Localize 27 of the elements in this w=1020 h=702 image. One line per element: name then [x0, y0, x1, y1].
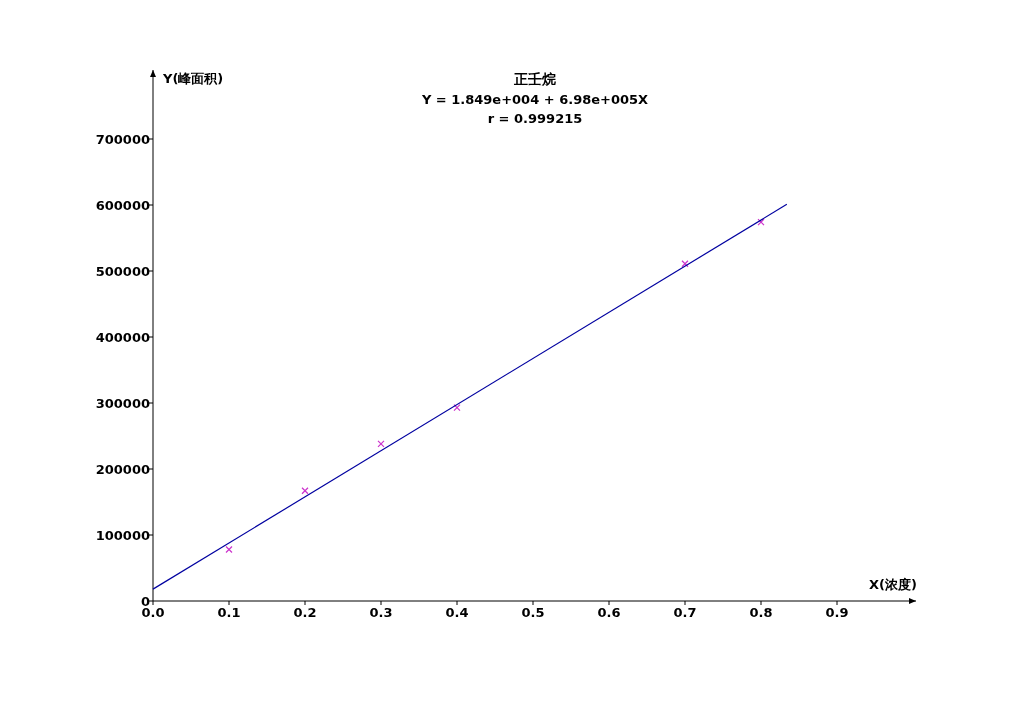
point [301, 487, 309, 495]
text: Y = 1.849e+004 + 6.98e+005X [420, 92, 649, 107]
x-axis-title: X(浓度) [869, 577, 917, 592]
x-tick-label: 0.9 [825, 605, 849, 620]
y-tick-label: 600000 [95, 198, 150, 213]
y-tick-label: 300000 [95, 396, 150, 411]
y-tick-label: 200000 [95, 462, 150, 477]
annotation: r = 0.999215 [487, 111, 583, 126]
x-tick-label: 0.3 [369, 605, 393, 620]
x-tick-label: 0.6 [597, 605, 621, 620]
point [681, 260, 689, 268]
x-tick-label: 0.1 [217, 605, 241, 620]
x-tick-label: 0.8 [749, 605, 773, 620]
y-tick-label: 700000 [95, 132, 150, 147]
point [377, 440, 385, 448]
x-tick-label: 0.7 [673, 605, 697, 620]
point [453, 404, 461, 412]
y-tick-label: 400000 [95, 330, 150, 345]
chart-title: 正壬烷 [513, 71, 556, 87]
y-tick-label: 500000 [95, 264, 150, 279]
point [225, 545, 233, 554]
y-axis-title: Y(峰面积) [162, 71, 224, 86]
y-tick-label: 100000 [95, 528, 150, 543]
x-tick-label: 0.5 [521, 605, 545, 620]
x-tick-label: 0.2 [293, 605, 317, 620]
x-tick-label: 0.4 [445, 605, 469, 620]
point [757, 218, 765, 226]
